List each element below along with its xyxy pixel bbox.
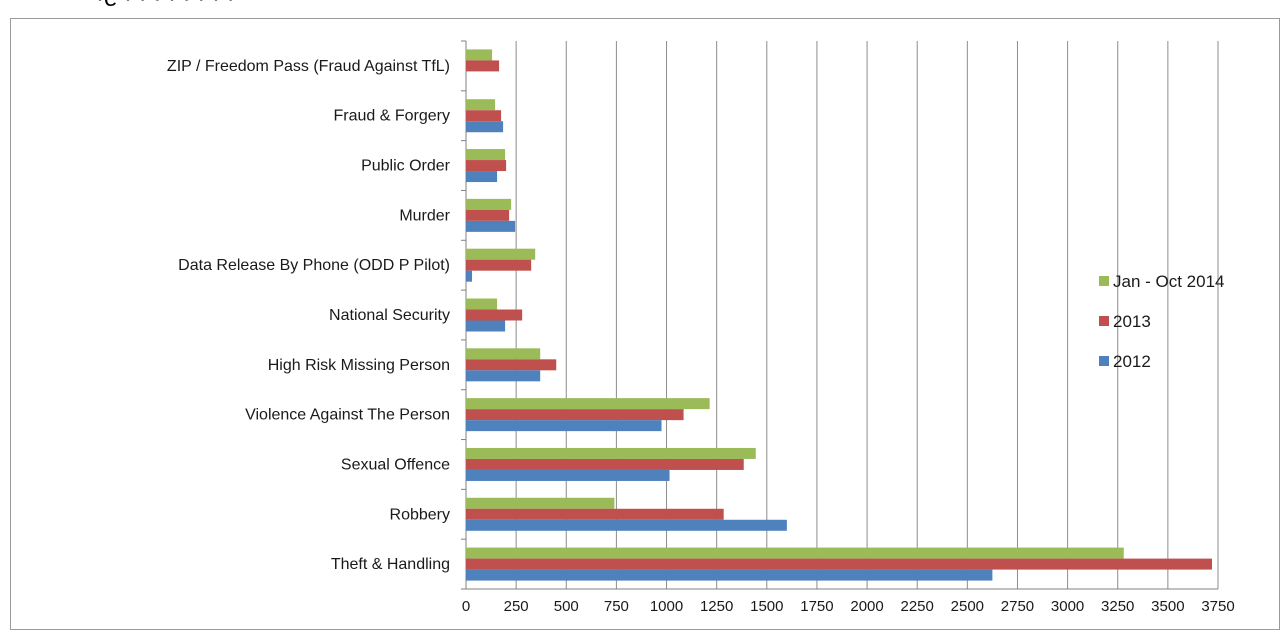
bar-2012-7: [466, 420, 662, 432]
bar-2013-4: [466, 259, 532, 271]
bar-jan-oct-2014-1: [466, 99, 496, 111]
bar-2012-4: [466, 270, 473, 282]
category-label: ZIP / Freedom Pass (Fraud Against TfL): [167, 58, 450, 75]
bar-2012-3: [466, 220, 516, 232]
category-label: Violence Against The Person: [245, 407, 450, 424]
legend-label: 2013: [1113, 312, 1151, 331]
bar-jan-oct-2014-5: [466, 298, 498, 310]
x-tick-label: 3500: [1151, 598, 1184, 615]
category-label: Public Order: [361, 158, 451, 175]
bar-2013-9: [466, 508, 724, 520]
x-tick-label: 0: [462, 598, 470, 615]
legend-label: 2012: [1113, 352, 1151, 371]
bar-2012-1: [466, 121, 504, 133]
legend-swatch-2012: [1099, 356, 1109, 366]
cropped-title-text: ·e · · · · · · · ·: [96, 0, 235, 11]
category-label: Robbery: [390, 506, 450, 523]
bar-2013-8: [466, 458, 744, 470]
bar-2013-0: [466, 60, 500, 72]
bar-jan-oct-2014-7: [466, 398, 710, 410]
category-label: Murder: [399, 207, 450, 224]
bar-jan-oct-2014-6: [466, 348, 541, 360]
bar-jan-oct-2014-8: [466, 447, 756, 459]
bar-2013-5: [466, 309, 523, 321]
legend-swatch-2013: [1099, 316, 1109, 326]
category-label: Data Release By Phone (ODD P Pilot): [178, 257, 450, 274]
x-tick-label: 500: [554, 598, 579, 615]
bar-jan-oct-2014-3: [466, 198, 512, 210]
bar-jan-oct-2014-9: [466, 497, 615, 509]
bar-jan-oct-2014-4: [466, 248, 536, 260]
bar-2012-9: [466, 519, 787, 531]
x-tick-label: 250: [504, 598, 529, 615]
bar-2012-2: [466, 171, 498, 183]
x-tick-label: 2000: [850, 598, 883, 615]
x-tick-label: 2500: [951, 598, 984, 615]
bar-2012-8: [466, 469, 670, 481]
bar-2013-10: [466, 558, 1212, 570]
category-label: National Security: [329, 307, 450, 324]
bar-2012-10: [466, 569, 993, 581]
x-tick-label: 1000: [650, 598, 683, 615]
bar-2012-6: [466, 370, 541, 382]
bar-2013-7: [466, 409, 684, 421]
bar-jan-oct-2014-10: [466, 547, 1124, 559]
x-tick-label: 2250: [901, 598, 934, 615]
category-label: Fraud & Forgery: [334, 108, 450, 125]
bar-jan-oct-2014-2: [466, 149, 506, 161]
category-label: Sexual Offence: [341, 456, 450, 473]
legend-swatch-jan-oct-2014: [1099, 276, 1109, 286]
bar-jan-oct-2014-0: [466, 49, 493, 61]
x-tick-label: 2750: [1001, 598, 1034, 615]
category-label: Theft & Handling: [331, 556, 450, 573]
x-tick-label: 1750: [800, 598, 833, 615]
chart-frame: ZIP / Freedom Pass (Fraud Against TfL) Fr…: [10, 18, 1280, 630]
category-label: High Risk Missing Person: [268, 357, 450, 374]
x-tick-label: 1500: [750, 598, 783, 615]
bar-chart: ZIP / Freedom Pass (Fraud Against TfL) Fr…: [167, 40, 1235, 615]
legend-label: Jan - Oct 2014: [1113, 272, 1225, 291]
bar-2012-5: [466, 320, 506, 332]
x-tick-label: 3000: [1051, 598, 1084, 615]
bar-2013-1: [466, 110, 502, 122]
bar-2013-2: [466, 160, 507, 172]
x-tick-label: 1250: [700, 598, 733, 615]
x-tick-label: 750: [604, 598, 629, 615]
x-tick-label: 3750: [1201, 598, 1234, 615]
bar-2013-3: [466, 209, 510, 221]
x-tick-label: 3250: [1101, 598, 1134, 615]
bar-2013-6: [466, 359, 557, 371]
